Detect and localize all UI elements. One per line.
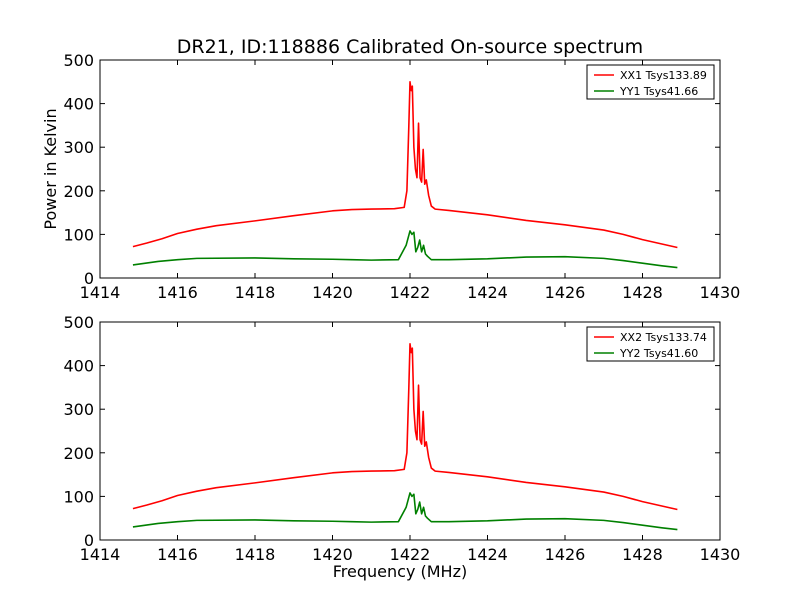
x-tick-label: 1416 — [157, 283, 198, 302]
chart-title: DR21, ID:118886 Calibrated On-source spe… — [177, 36, 643, 58]
y-tick-label: 500 — [63, 313, 94, 332]
x-tick-label: 1418 — [235, 283, 276, 302]
x-tick-label: 1414 — [80, 545, 121, 564]
series-line-xx — [132, 81, 678, 249]
y-tick-label: 100 — [63, 225, 94, 244]
plot-top: 1414 1416 1418 1420 1422 1424 1426 1428 1430 0 100… — [41, 51, 740, 302]
y-tick-label: 0 — [84, 531, 94, 550]
legend-box — [586, 64, 715, 100]
x-tick-label: 1430 — [700, 283, 741, 302]
y-tick-label: 200 — [63, 182, 94, 201]
x-tick-label: 1420 — [312, 545, 353, 564]
legend-entry: YY1 Tsys41.66 — [619, 85, 698, 98]
x-tick-label: 1428 — [622, 545, 663, 564]
x-tick-label: 1426 — [545, 283, 586, 302]
y-tick-label: 300 — [63, 138, 94, 157]
legend-box — [586, 326, 715, 362]
x-tick-label: 1416 — [157, 545, 198, 564]
x-tick-label: 1418 — [235, 545, 276, 564]
y-tick-label: 100 — [63, 487, 94, 506]
series-line-yy — [132, 492, 678, 531]
x-tick-label: 1424 — [467, 283, 508, 302]
x-tick-label: 1424 — [467, 545, 508, 564]
y-tick-label: 200 — [63, 444, 94, 463]
y-tick-label: 300 — [63, 400, 94, 419]
x-tick-label: 1426 — [545, 545, 586, 564]
legend-entry: YY2 Tsys41.60 — [619, 347, 698, 360]
x-tick-label: 1428 — [622, 283, 663, 302]
series-line-xx — [132, 343, 678, 511]
y-tick-label: 0 — [84, 269, 94, 288]
x-tick-label: 1414 — [80, 283, 121, 302]
y-axis-label: Power in Kelvin — [41, 108, 60, 229]
y-tick-label: 500 — [63, 51, 94, 70]
y-tick-label: 400 — [63, 95, 94, 114]
x-tick-label: 1422 — [390, 283, 431, 302]
legend-entry: XX2 Tsys133.74 — [620, 331, 707, 344]
x-tick-label: 1422 — [390, 545, 431, 564]
x-axis-label: Frequency (MHz) — [333, 562, 467, 581]
legend-entry: XX1 Tsys133.89 — [620, 69, 707, 82]
x-tick-label: 1420 — [312, 283, 353, 302]
plot-bottom: 1414 1416 1418 1420 1422 1424 1426 1428 1430 0 100… — [63, 313, 740, 581]
y-tick-label: 400 — [63, 357, 94, 376]
series-line-yy — [132, 230, 678, 269]
x-tick-label: 1430 — [700, 545, 741, 564]
